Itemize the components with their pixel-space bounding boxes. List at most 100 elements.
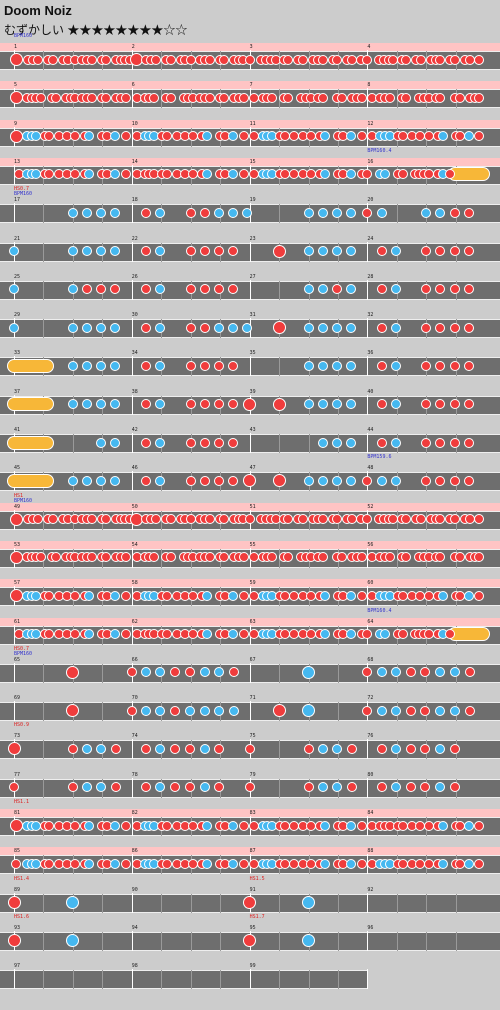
ka-note — [202, 169, 213, 180]
ka-note — [345, 475, 356, 486]
chart-row: 61 62 63 64 BPM160.4 — [0, 608, 500, 651]
measure-line — [367, 739, 369, 760]
ka-note — [110, 820, 121, 831]
measure-number: 29 — [14, 312, 21, 319]
ka-note — [390, 667, 401, 678]
don-note — [185, 360, 196, 371]
measure-number: 88 — [367, 848, 374, 855]
don-note — [449, 207, 460, 218]
ka-note — [96, 437, 107, 448]
beat-line — [279, 204, 281, 224]
ka-note — [345, 399, 356, 410]
ka-note — [155, 322, 166, 333]
don-note — [420, 782, 431, 793]
gogo-band — [0, 119, 500, 128]
measure-number: 14 — [131, 158, 138, 165]
measure-number: 27 — [249, 273, 256, 280]
measure-number: 83 — [249, 810, 256, 816]
don-note — [199, 437, 210, 448]
don-note — [11, 858, 22, 869]
measure-number: 60 — [367, 580, 374, 587]
ka-note — [319, 820, 330, 831]
don-note — [362, 169, 373, 180]
big-don-note — [9, 589, 23, 603]
tempo-label: BPM160.4 — [367, 147, 392, 154]
don-note — [244, 782, 255, 793]
measure-line — [14, 203, 15, 224]
don-note — [120, 590, 131, 601]
don-note — [420, 667, 431, 678]
measure-number: 46 — [131, 465, 138, 472]
don-note — [162, 590, 173, 601]
beat-line — [279, 778, 281, 798]
ka-note — [96, 399, 107, 410]
don-note — [185, 322, 196, 333]
don-note — [44, 590, 55, 601]
tempo-label: HS1.5 — [249, 875, 265, 882]
beat-line — [337, 702, 339, 722]
ka-note — [319, 169, 330, 180]
don-note — [170, 782, 181, 793]
big-don-note — [9, 550, 23, 564]
tempo-label: HS1.7 — [249, 913, 265, 920]
beat-line — [161, 970, 163, 990]
tempo-label: BPM160.4 — [367, 607, 392, 614]
don-note — [9, 782, 19, 793]
measure-number: 90 — [131, 886, 138, 893]
don-note — [213, 475, 224, 486]
measure-number: 66 — [131, 656, 138, 663]
don-note — [70, 820, 81, 831]
don-note — [266, 552, 277, 563]
beat-line — [43, 931, 45, 951]
don-note — [204, 92, 215, 103]
ka-note — [331, 475, 342, 486]
big-don-note — [243, 397, 257, 411]
chart-row: 1 2 3 4 BPM160 — [0, 34, 500, 76]
measure-line — [367, 241, 369, 262]
ka-note — [345, 284, 356, 295]
don-note — [356, 92, 367, 103]
don-note — [474, 131, 485, 142]
don-note — [140, 437, 151, 448]
don-note — [362, 705, 373, 716]
ka-note — [331, 322, 342, 333]
measure-line — [367, 433, 369, 453]
measure-number: 47 — [249, 465, 256, 472]
don-note — [405, 705, 416, 716]
measure-number: 96 — [367, 924, 374, 931]
don-note — [421, 437, 432, 448]
big-don-note — [243, 933, 257, 947]
don-note — [213, 437, 224, 448]
don-note — [140, 284, 151, 295]
don-note — [463, 284, 474, 295]
measure-number: 53 — [14, 541, 21, 548]
beat-line — [102, 931, 104, 951]
measure-number: 42 — [131, 427, 138, 433]
don-note — [283, 92, 294, 103]
don-note — [126, 705, 137, 716]
chart-row: 37 38 39 40 — [0, 383, 500, 421]
measure-number: 65 — [14, 656, 21, 663]
measure-number: 3 — [249, 44, 253, 50]
measure-number: 84 — [367, 810, 374, 816]
measure-line — [367, 777, 369, 798]
don-note — [449, 437, 460, 448]
don-note — [228, 437, 239, 448]
don-note — [238, 590, 249, 601]
ka-note — [331, 246, 342, 256]
don-note — [449, 246, 460, 256]
big-don-note — [272, 474, 286, 488]
drumroll-note — [7, 473, 54, 488]
measure-line — [131, 279, 133, 300]
ka-note — [155, 743, 166, 754]
don-note — [120, 858, 131, 869]
don-note — [120, 169, 131, 180]
ka-note — [110, 360, 121, 371]
don-note — [229, 667, 240, 678]
ka-note — [319, 131, 330, 142]
don-note — [140, 322, 151, 333]
ka-note — [345, 360, 356, 371]
chart-row: 5 6 7 8 — [0, 76, 500, 114]
ka-note — [84, 820, 95, 831]
difficulty-stars: ★★★★★★★★☆☆ — [67, 23, 188, 37]
